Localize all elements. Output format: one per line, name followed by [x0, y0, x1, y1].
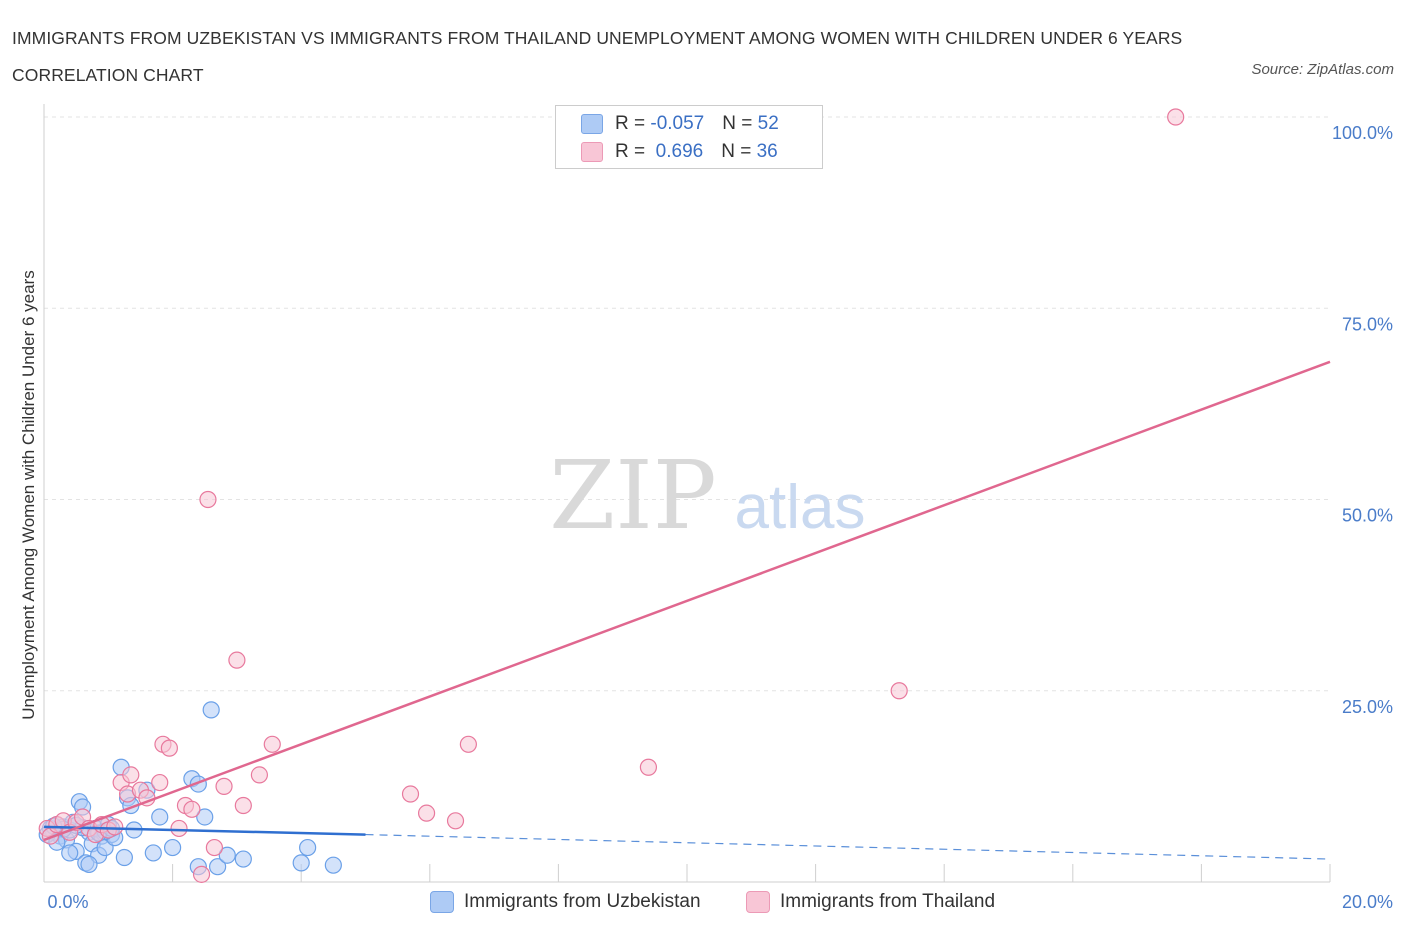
- uzbekistan-point: [61, 844, 79, 862]
- bottom-legend-swatch-thailand: [746, 891, 770, 913]
- legend-r-label: R =: [615, 141, 651, 162]
- bottom-legend-swatch-uzbekistan: [430, 891, 454, 913]
- y-axis-label: Unemployment Among Women with Children U…: [19, 270, 38, 719]
- legend-n-label: N =: [722, 113, 758, 134]
- uzbekistan-point: [80, 855, 98, 874]
- watermark-atlas: atlas: [735, 473, 866, 542]
- bottom-legend-label-uzbekistan: Immigrants from Uzbekistan: [464, 891, 701, 912]
- legend-n-value: 52: [757, 113, 779, 134]
- y-tick-label: 75.0%: [1342, 314, 1393, 334]
- thailand-point: [106, 818, 124, 836]
- trend-lines: [43, 360, 1331, 860]
- trend-line-uzbekistan-extension: [365, 833, 1331, 860]
- trend-line-thailand: [43, 360, 1331, 842]
- thailand-point: [263, 735, 281, 753]
- bottom-legend-uzbekistan: Immigrants from Uzbekistan: [430, 888, 701, 916]
- legend-row-thailand: R = 0.696 N = 36: [581, 140, 778, 164]
- bottom-legend-label-thailand: Immigrants from Thailand: [780, 891, 996, 912]
- legend-r-value: 0.696: [650, 141, 704, 162]
- legend-swatch-uzbekistan: [581, 114, 603, 134]
- thailand-point: [205, 838, 223, 857]
- thailand-point: [160, 739, 178, 757]
- x-tick-label: 20.0%: [1342, 892, 1393, 912]
- thailand-point: [417, 804, 436, 822]
- uzbekistan-point: [218, 846, 236, 864]
- uzbekistan-point: [209, 858, 227, 876]
- thailand-point: [170, 819, 188, 838]
- thailand-point: [459, 735, 477, 753]
- legend-r-label: R =: [615, 113, 651, 134]
- uzbekistan-point: [196, 808, 214, 826]
- x-tick-label: 0.0%: [47, 892, 88, 912]
- chart-title: IMMIGRANTS FROM UZBEKISTAN VS IMMIGRANTS…: [12, 28, 1183, 85]
- trend-line-uzbekistan: [43, 825, 366, 836]
- legend-r-value: -0.057: [650, 113, 705, 134]
- thailand-point: [122, 766, 140, 784]
- thailand-point: [639, 758, 658, 776]
- uzbekistan-point: [151, 808, 169, 826]
- y-tick-label: 25.0%: [1342, 697, 1393, 717]
- y-tick-label: 100.0%: [1332, 123, 1393, 143]
- uzbekistan-point: [144, 844, 162, 862]
- thailand-point: [890, 682, 908, 700]
- legend-row-uzbekistan: R = -0.057 N = 52: [581, 112, 779, 136]
- bottom-legend-thailand: Immigrants from Thailand: [746, 888, 995, 916]
- axes: [43, 104, 1331, 883]
- uzbekistan-point: [324, 856, 342, 874]
- source-label: Source: ZipAtlas.com: [1251, 61, 1394, 78]
- uzbekistan-point: [202, 701, 220, 719]
- thailand-point: [228, 651, 246, 669]
- thailand-point: [183, 800, 201, 818]
- thailand-point: [250, 766, 269, 784]
- thailand-point: [192, 865, 211, 883]
- tick-labels: 25.0% 50.0% 75.0% 100.0% 0.0% 20.0%: [47, 123, 1393, 912]
- thailand-point: [446, 812, 465, 830]
- watermark-zip: ZIP: [549, 441, 716, 551]
- uzbekistan-point: [292, 854, 310, 872]
- uzbekistan-point: [164, 838, 182, 857]
- legend-swatch-thailand: [581, 142, 603, 162]
- legend-n-value: 36: [756, 141, 778, 162]
- uzbekistan-point: [115, 848, 133, 867]
- thailand-point: [401, 785, 420, 803]
- thailand-point: [1167, 108, 1185, 126]
- correlation-legend: R = -0.057 N = 52 R = 0.696 N = 36: [555, 105, 823, 169]
- uzbekistan-point: [299, 838, 317, 857]
- y-tick-label: 50.0%: [1342, 506, 1393, 526]
- thailand-point: [215, 777, 233, 795]
- legend-n-label: N =: [721, 141, 757, 162]
- thailand-point: [151, 773, 169, 792]
- thailand-point: [199, 490, 217, 509]
- thailand-point: [234, 796, 252, 815]
- uzbekistan-point: [234, 850, 252, 868]
- grid: [44, 116, 1330, 692]
